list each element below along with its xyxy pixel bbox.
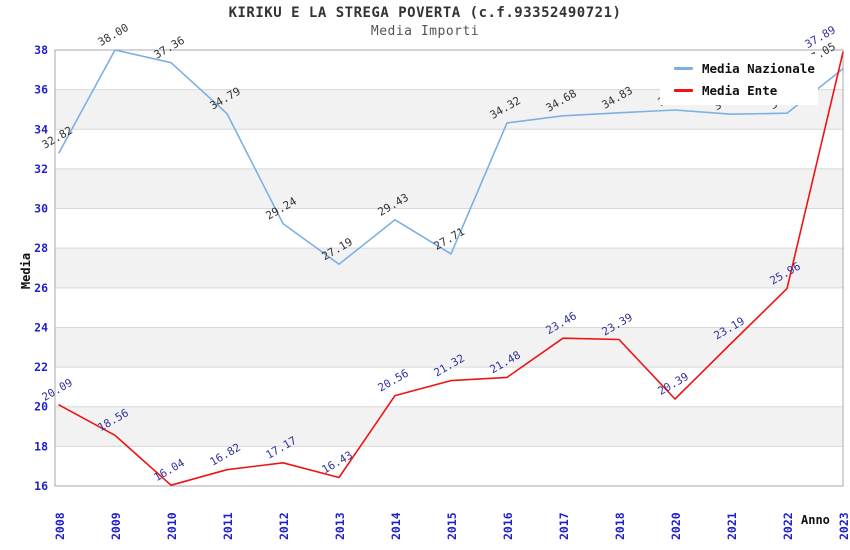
y-tick-label: 18 [34, 439, 48, 453]
y-tick-label: 26 [34, 281, 48, 295]
data-label: 37.36 [152, 34, 187, 62]
data-label: 38.00 [96, 21, 131, 49]
y-tick-label: 38 [34, 43, 48, 57]
y-tick-label: 30 [34, 202, 48, 216]
y-tick-label: 20 [34, 400, 48, 414]
plot-band [55, 168, 843, 209]
legend-item-media-nazionale[interactable]: Media Nazionale [674, 61, 815, 76]
x-tick-label: 2015 [445, 512, 459, 540]
series-line-media-nazionale [58, 49, 844, 266]
plot-border [54, 49, 844, 487]
x-tick-label: 2014 [389, 512, 403, 540]
y-tick-label: 36 [34, 83, 48, 97]
x-tick-label: 2013 [333, 512, 347, 540]
y-tick-label: 28 [34, 241, 48, 255]
x-tick-label: 2020 [669, 512, 683, 540]
data-label: 20.39 [656, 370, 691, 398]
x-tick-label: 2010 [165, 512, 179, 540]
chart-title: KIRIKU E LA STREGA POVERTA (c.f.93352490… [228, 5, 622, 21]
y-axis-title: Media [19, 252, 34, 290]
x-tick-label: 2023 [837, 512, 850, 540]
plot-band [55, 248, 843, 288]
y-tick-label: 32 [34, 162, 48, 176]
x-tick-label: 2018 [613, 512, 627, 540]
y-tick-label: 22 [34, 360, 48, 374]
data-label: 20.09 [40, 376, 75, 404]
legend-item-media-ente[interactable]: Media Ente [674, 83, 812, 98]
y-tick-label: 24 [34, 320, 48, 334]
x-tick-label: 2009 [109, 512, 123, 540]
y-tick-label: 16 [34, 479, 48, 493]
legend-swatch-nazionale-icon [674, 67, 693, 70]
y-tick-label: 34 [34, 122, 48, 136]
legend-label-media-ente: Media Ente [702, 83, 778, 98]
data-label: 20.56 [376, 367, 411, 395]
data-label: 16.43 [320, 449, 355, 477]
x-tick-label: 2011 [221, 512, 235, 540]
legend-label-media-nazionale: Media Nazionale [702, 61, 815, 76]
x-tick-label: 2022 [781, 512, 795, 540]
plot-band [55, 406, 843, 447]
data-label: 16.04 [152, 456, 188, 484]
x-tick-label: 2012 [277, 512, 291, 540]
legend: Media Nazionale Media Ente [660, 54, 818, 105]
legend-swatch-ente-icon [674, 89, 693, 92]
x-axis-title: Anno [801, 513, 830, 527]
series-line-media-ente [58, 51, 844, 487]
plot-band [55, 327, 843, 368]
x-tick-label: 2017 [557, 512, 571, 540]
x-tick-label: 2021 [725, 512, 739, 540]
x-tick-label: 2016 [501, 512, 515, 540]
chart-subtitle: Media Importi [370, 24, 480, 39]
x-tick-label: 2008 [53, 512, 67, 540]
